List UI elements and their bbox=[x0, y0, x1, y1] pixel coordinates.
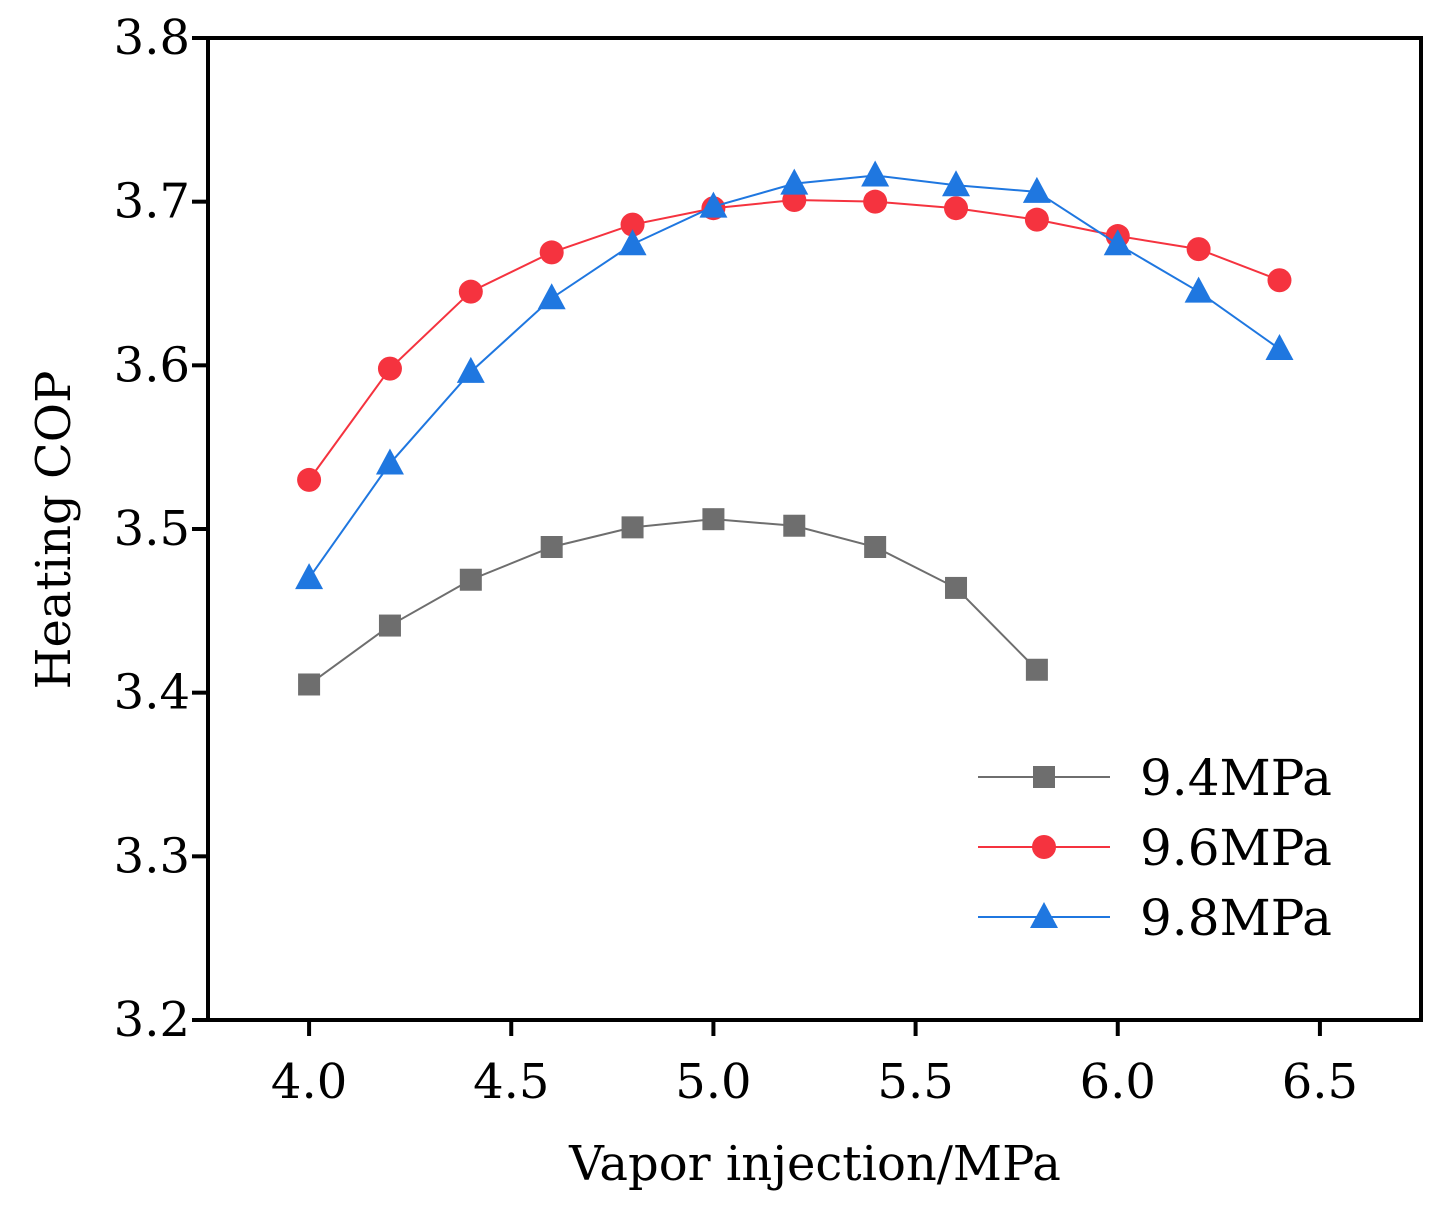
y-tick-label: 3.2 bbox=[114, 992, 190, 1048]
x-tick-label: 4.0 bbox=[271, 1054, 347, 1110]
data-point bbox=[297, 467, 322, 492]
series-9.8MPa bbox=[295, 160, 1294, 590]
data-point bbox=[458, 279, 483, 304]
data-point bbox=[378, 614, 401, 637]
data-point bbox=[864, 536, 887, 559]
data-point bbox=[942, 170, 971, 197]
legend-entry: 9.8MPa bbox=[978, 889, 1332, 947]
data-point bbox=[1184, 276, 1213, 303]
data-point bbox=[861, 160, 890, 187]
series-line bbox=[308, 518, 1038, 686]
legend-entry: 9.4MPa bbox=[978, 749, 1332, 807]
y-tick-label: 3.7 bbox=[114, 174, 190, 230]
legend-label: 9.8MPa bbox=[1140, 889, 1332, 947]
data-point bbox=[1025, 658, 1048, 681]
data-point bbox=[1024, 207, 1049, 232]
data-point bbox=[783, 514, 806, 537]
x-axis-title: Vapor injection/MPa bbox=[568, 1136, 1061, 1192]
data-point bbox=[944, 196, 969, 221]
series-layer bbox=[295, 160, 1294, 696]
y-tick-label: 3.8 bbox=[114, 10, 190, 66]
y-tick-label: 3.3 bbox=[114, 828, 190, 884]
y-tick-label: 3.6 bbox=[114, 337, 190, 393]
data-point bbox=[945, 576, 968, 599]
data-point bbox=[780, 168, 809, 195]
legend-label: 9.4MPa bbox=[1140, 749, 1332, 807]
data-point bbox=[863, 189, 888, 214]
data-point bbox=[298, 673, 321, 696]
data-point bbox=[699, 191, 728, 218]
data-point bbox=[537, 283, 566, 310]
data-point bbox=[456, 356, 485, 383]
y-tick-label: 3.5 bbox=[114, 501, 190, 557]
data-point bbox=[375, 448, 404, 475]
data-point bbox=[621, 516, 644, 539]
data-point bbox=[539, 240, 564, 265]
data-point bbox=[459, 568, 482, 591]
series-9.4MPa bbox=[298, 508, 1048, 696]
series-9.6MPa bbox=[297, 188, 1292, 492]
data-point bbox=[1022, 176, 1051, 203]
x-tick-label: 4.5 bbox=[473, 1054, 549, 1110]
y-axis: 3.2 3.3 3.4 3.5 3.6 3.7 3.8 bbox=[114, 10, 208, 1048]
legend-entry: 9.6MPa bbox=[978, 819, 1332, 877]
data-point bbox=[1186, 237, 1211, 262]
data-point bbox=[1265, 333, 1294, 360]
x-tick-label: 6.5 bbox=[1282, 1054, 1358, 1110]
data-point bbox=[1267, 268, 1292, 293]
data-point bbox=[702, 508, 725, 531]
legend-marker bbox=[1033, 766, 1055, 788]
legend-label: 9.6MPa bbox=[1140, 819, 1332, 877]
x-tick-label: 5.5 bbox=[877, 1054, 953, 1110]
data-point bbox=[1103, 229, 1132, 256]
y-tick-label: 3.4 bbox=[114, 665, 190, 721]
series-line bbox=[308, 199, 1280, 481]
data-point bbox=[295, 563, 324, 590]
legend-marker bbox=[1030, 902, 1058, 928]
x-axis: 4.0 4.5 5.0 5.5 6.0 6.5 bbox=[271, 1020, 1358, 1110]
data-point bbox=[540, 536, 563, 559]
data-point bbox=[377, 356, 402, 381]
y-axis-title: Heating COP bbox=[26, 371, 82, 690]
legend: 9.4MPa 9.6MPa 9.8MPa bbox=[978, 749, 1332, 947]
data-point bbox=[620, 212, 645, 237]
x-tick-label: 5.0 bbox=[675, 1054, 751, 1110]
x-tick-label: 6.0 bbox=[1080, 1054, 1156, 1110]
data-point bbox=[618, 229, 647, 256]
legend-marker bbox=[1032, 835, 1056, 859]
